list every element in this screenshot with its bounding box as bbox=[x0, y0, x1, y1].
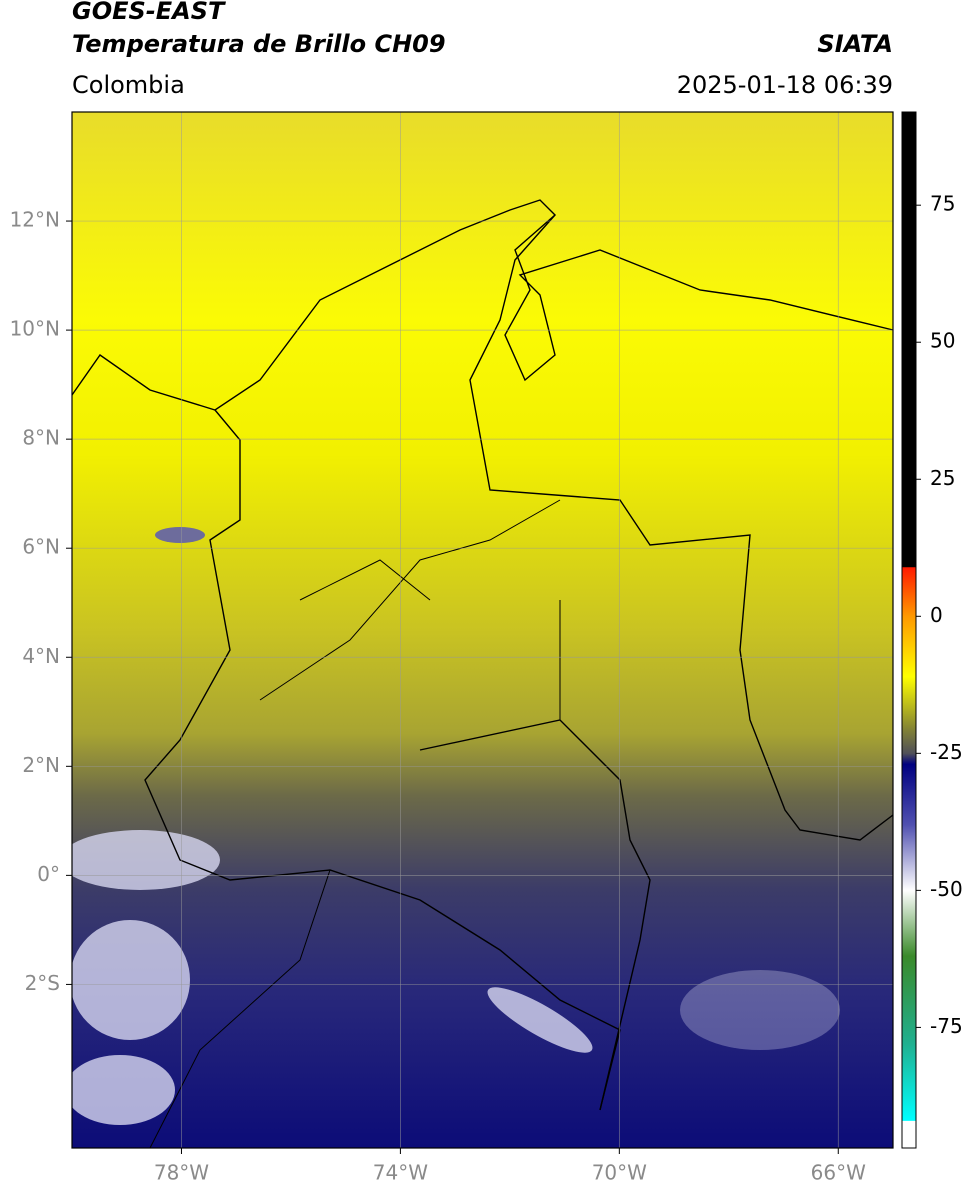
colorbar-tick-label: -25 bbox=[930, 740, 963, 764]
x-tick-label: 66°W bbox=[811, 1161, 866, 1185]
colorbar-tick-label: 75 bbox=[930, 192, 955, 216]
colorbar-tick-label: -50 bbox=[930, 877, 963, 901]
title: GOES-EAST bbox=[72, 0, 226, 25]
colorbar bbox=[901, 111, 917, 1149]
source: SIATA bbox=[817, 30, 893, 58]
y-tick-label: 2°S bbox=[25, 971, 60, 995]
colorbar-tick-label: 0 bbox=[930, 603, 943, 627]
y-tick-label: 12°N bbox=[10, 208, 60, 232]
region: Colombia bbox=[72, 71, 185, 99]
y-tick-label: 2°N bbox=[22, 753, 60, 777]
y-tick-label: 8°N bbox=[22, 426, 60, 450]
colorbar-tick-label: -75 bbox=[930, 1014, 963, 1038]
x-tick-label: 74°W bbox=[373, 1161, 428, 1185]
colorbar-tick-label: 25 bbox=[930, 466, 955, 490]
subtitle: Temperatura de Brillo CH09 bbox=[72, 30, 446, 58]
y-tick-label: 10°N bbox=[10, 317, 60, 341]
x-tick-label: 70°W bbox=[592, 1161, 647, 1185]
y-tick-label: 0° bbox=[37, 862, 60, 886]
y-tick-label: 4°N bbox=[22, 644, 60, 668]
map-image bbox=[72, 112, 893, 1148]
x-tick-label: 78°W bbox=[154, 1161, 209, 1185]
grid bbox=[72, 112, 893, 1148]
cold-clouds bbox=[72, 527, 840, 1125]
colorbar-tick-label: 50 bbox=[930, 329, 955, 353]
datetime: 2025-01-18 06:39 bbox=[677, 71, 893, 99]
map-frame bbox=[71, 111, 894, 1149]
y-tick-label: 6°N bbox=[22, 535, 60, 559]
brightness-field bbox=[72, 112, 893, 1148]
